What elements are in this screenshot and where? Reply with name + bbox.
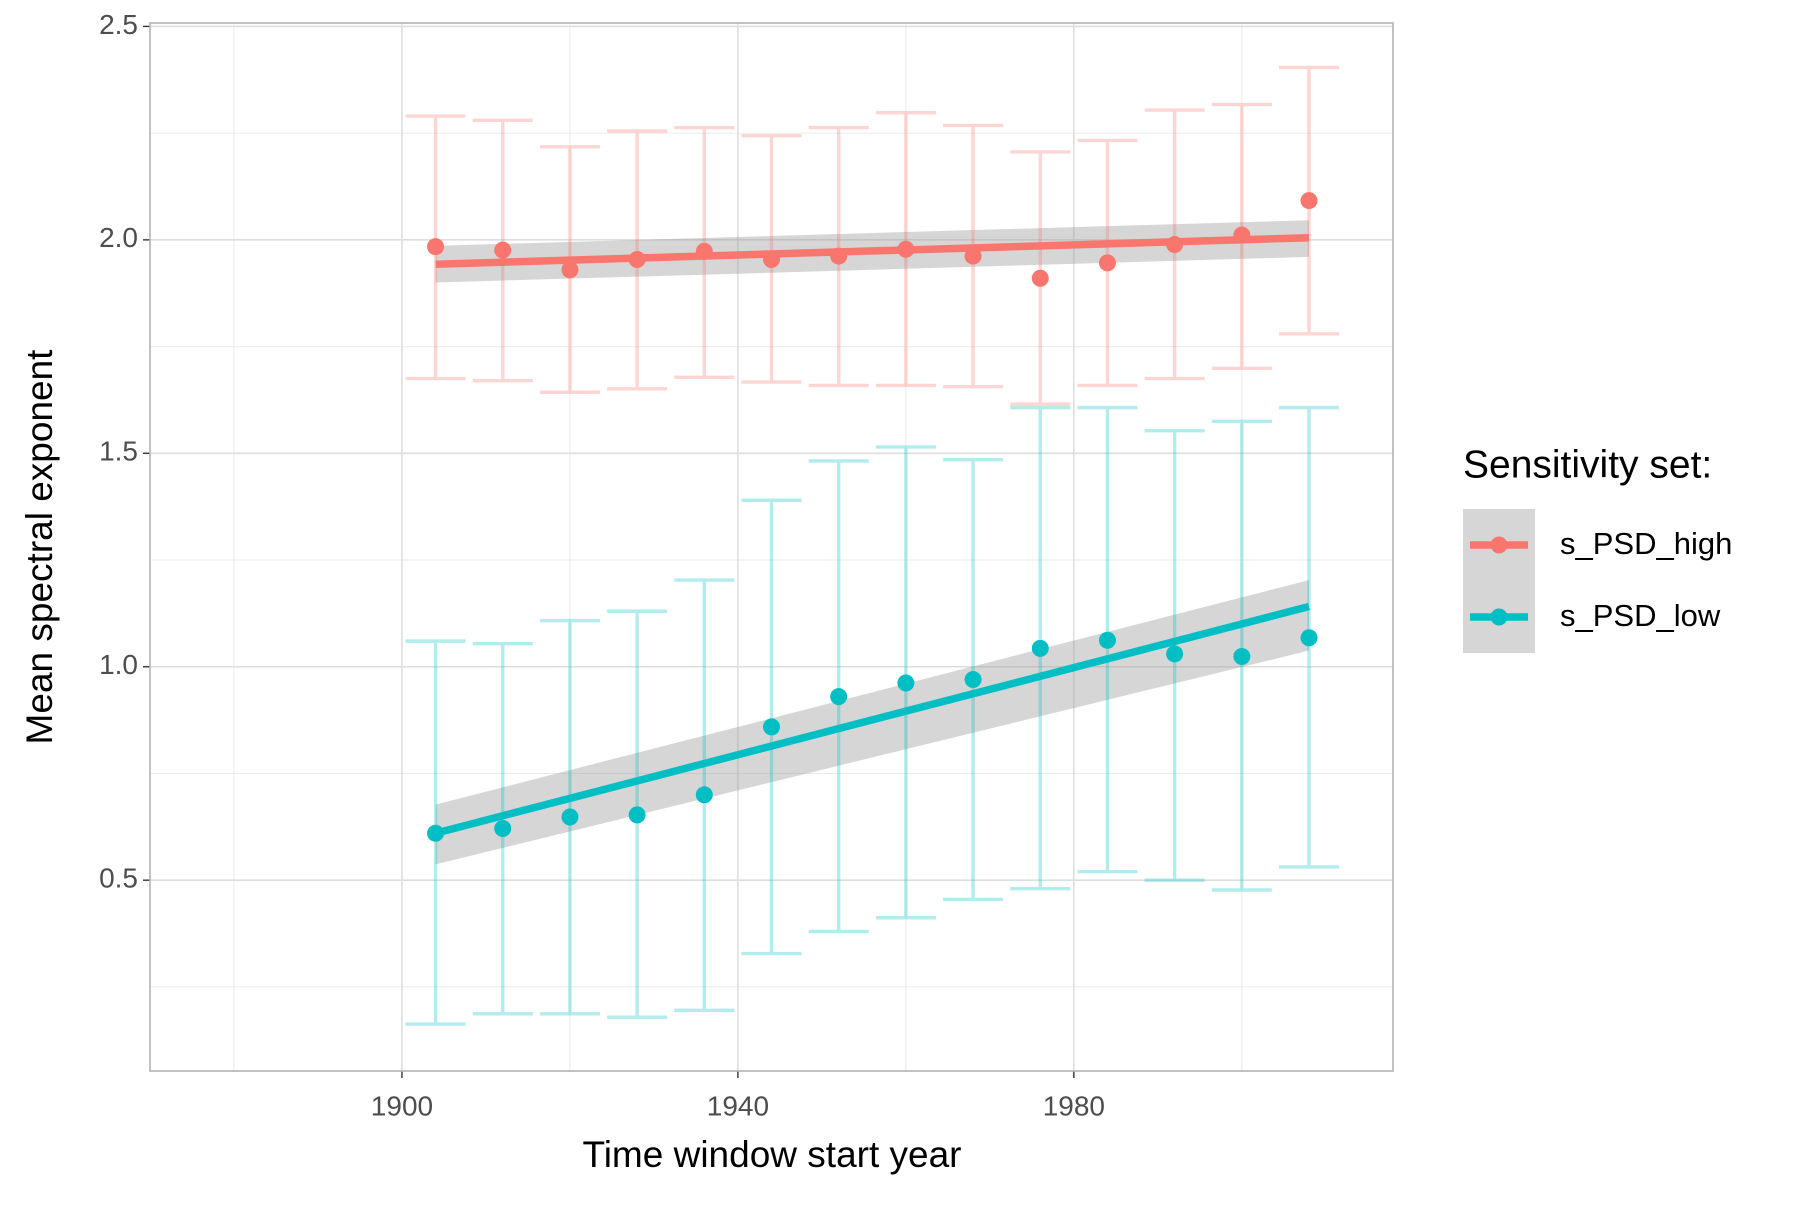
point <box>427 238 445 256</box>
point <box>1166 645 1184 663</box>
legend-title: Sensitivity set: <box>1463 443 1712 486</box>
legend-key-point <box>1490 536 1508 554</box>
point <box>830 688 848 706</box>
legend-label: s_PSD_high <box>1560 526 1732 561</box>
y-tick-label: 1.5 <box>99 436 138 467</box>
point <box>1300 192 1318 210</box>
point <box>695 786 713 804</box>
y-axis-title: Mean spectral exponent <box>19 349 60 745</box>
point <box>1031 269 1049 287</box>
legend-label: s_PSD_low <box>1560 598 1721 633</box>
point <box>561 261 579 279</box>
y-tick-label: 2.5 <box>99 9 138 40</box>
y-tick-label: 2.0 <box>99 222 138 253</box>
point <box>1031 639 1049 657</box>
panel-border <box>149 22 1394 1072</box>
x-tick-label: 1900 <box>371 1090 433 1121</box>
x-axis-title: Time window start year <box>582 1134 961 1175</box>
point <box>964 247 982 265</box>
point <box>494 241 512 259</box>
point <box>561 808 579 826</box>
y-tick-label: 1.0 <box>99 649 138 680</box>
point <box>964 671 982 689</box>
point <box>1233 647 1251 665</box>
legend-key-point <box>1490 608 1508 626</box>
point <box>1098 631 1116 649</box>
trend-line <box>435 233 1310 268</box>
point <box>897 674 915 692</box>
x-tick-label: 1940 <box>707 1090 769 1121</box>
point <box>1300 629 1318 647</box>
point <box>1098 254 1116 272</box>
x-tick-label: 1980 <box>1043 1090 1105 1121</box>
point <box>763 718 780 736</box>
y-tick-label: 0.5 <box>99 863 138 894</box>
point <box>494 820 512 838</box>
point <box>628 806 646 824</box>
trend-line <box>434 602 1310 837</box>
